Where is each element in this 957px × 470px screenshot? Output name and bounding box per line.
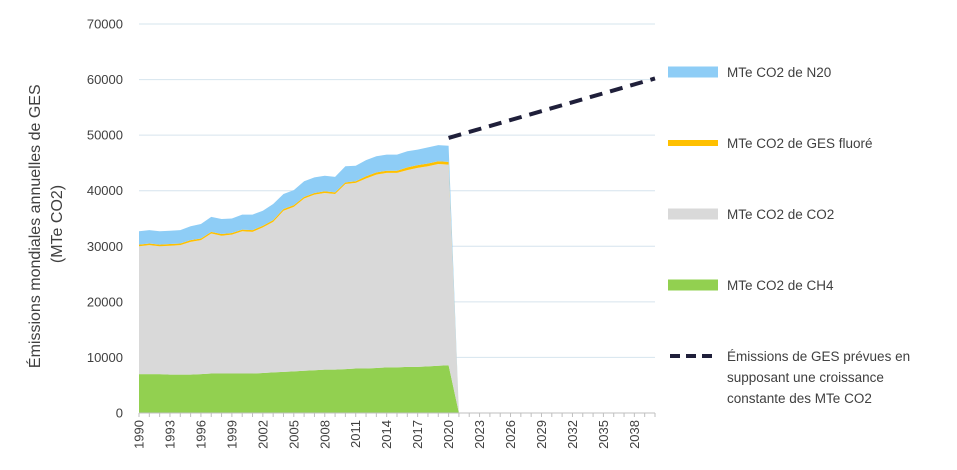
x-tick-label: 1990 — [132, 420, 147, 449]
legend-label-projection-line: constante des MTe CO2 — [727, 391, 872, 406]
projection-dashed-line — [448, 76, 656, 140]
x-tick-label: 2023 — [472, 420, 487, 449]
x-axis — [138, 412, 656, 417]
x-axis-tick-labels: 1990 1993 1996 1999 2002 2005 2008 2011 2014 2017… — [132, 420, 642, 449]
x-tick-label: 1993 — [162, 420, 177, 449]
area-series-1 — [139, 164, 459, 413]
legend-label: MTe CO2 de CO2 — [727, 207, 834, 222]
x-tick-label: 2032 — [565, 420, 580, 449]
legend-label-projection-line: Émissions de GES prévues en — [727, 349, 910, 364]
y-tick-label: 0 — [116, 406, 123, 421]
x-tick-label: 2014 — [379, 420, 394, 449]
area-series-3 — [139, 145, 459, 413]
legend: MTe CO2 de N20 MTe CO2 de GES fluoré MTe C… — [668, 65, 910, 406]
x-tick-label: 2008 — [317, 420, 332, 449]
y-tick-label: 20000 — [87, 294, 123, 309]
x-tick-label: 2011 — [348, 420, 363, 448]
y-tick-label: 70000 — [87, 17, 123, 32]
y-tick-label: 60000 — [87, 72, 123, 87]
y-tick-label: 30000 — [87, 239, 123, 254]
legend-swatch — [668, 208, 718, 220]
legend-swatch — [668, 140, 718, 146]
legend-label: MTe CO2 de GES fluoré — [727, 136, 873, 151]
projection-line — [448, 76, 656, 140]
x-tick-label: 2005 — [286, 420, 301, 449]
y-axis-title: Émissions mondiales annuelles de GES (MT… — [25, 80, 66, 368]
y-tick-label: 40000 — [87, 183, 123, 198]
x-tick-label: 2038 — [627, 420, 642, 449]
legend-label: MTe CO2 de N20 — [727, 65, 831, 80]
x-tick-label: 2017 — [410, 420, 425, 449]
y-axis-title-line-1: Émissions mondiales annuelles de GES — [25, 84, 44, 368]
x-tick-label: 2029 — [534, 420, 549, 449]
y-tick-label: 50000 — [87, 128, 123, 143]
y-axis-title-line-2: (MTe CO2) — [49, 185, 66, 263]
area-series-0 — [139, 365, 459, 413]
x-tick-label: 2026 — [503, 420, 518, 449]
x-tick-label: 1996 — [193, 420, 208, 449]
area-series — [139, 145, 459, 413]
x-tick-label: 2002 — [255, 420, 270, 449]
legend-swatch — [668, 279, 718, 291]
legend-label-projection-line: supposant une croissance — [727, 370, 884, 385]
x-tick-label: 2020 — [441, 420, 456, 449]
y-axis-tick-labels: 0 10000 20000 30000 40000 50000 60000 70000 — [87, 17, 123, 421]
legend-label: MTe CO2 de CH4 — [727, 278, 834, 293]
x-tick-label: 2035 — [596, 420, 611, 449]
legend-swatch — [668, 66, 718, 78]
y-tick-label: 10000 — [87, 350, 123, 365]
x-tick-label: 1999 — [224, 420, 239, 449]
